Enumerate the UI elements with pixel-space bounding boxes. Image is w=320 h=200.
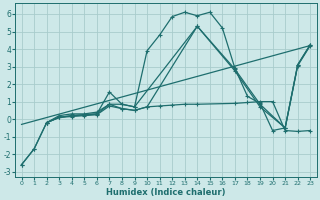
X-axis label: Humidex (Indice chaleur): Humidex (Indice chaleur) (106, 188, 226, 197)
